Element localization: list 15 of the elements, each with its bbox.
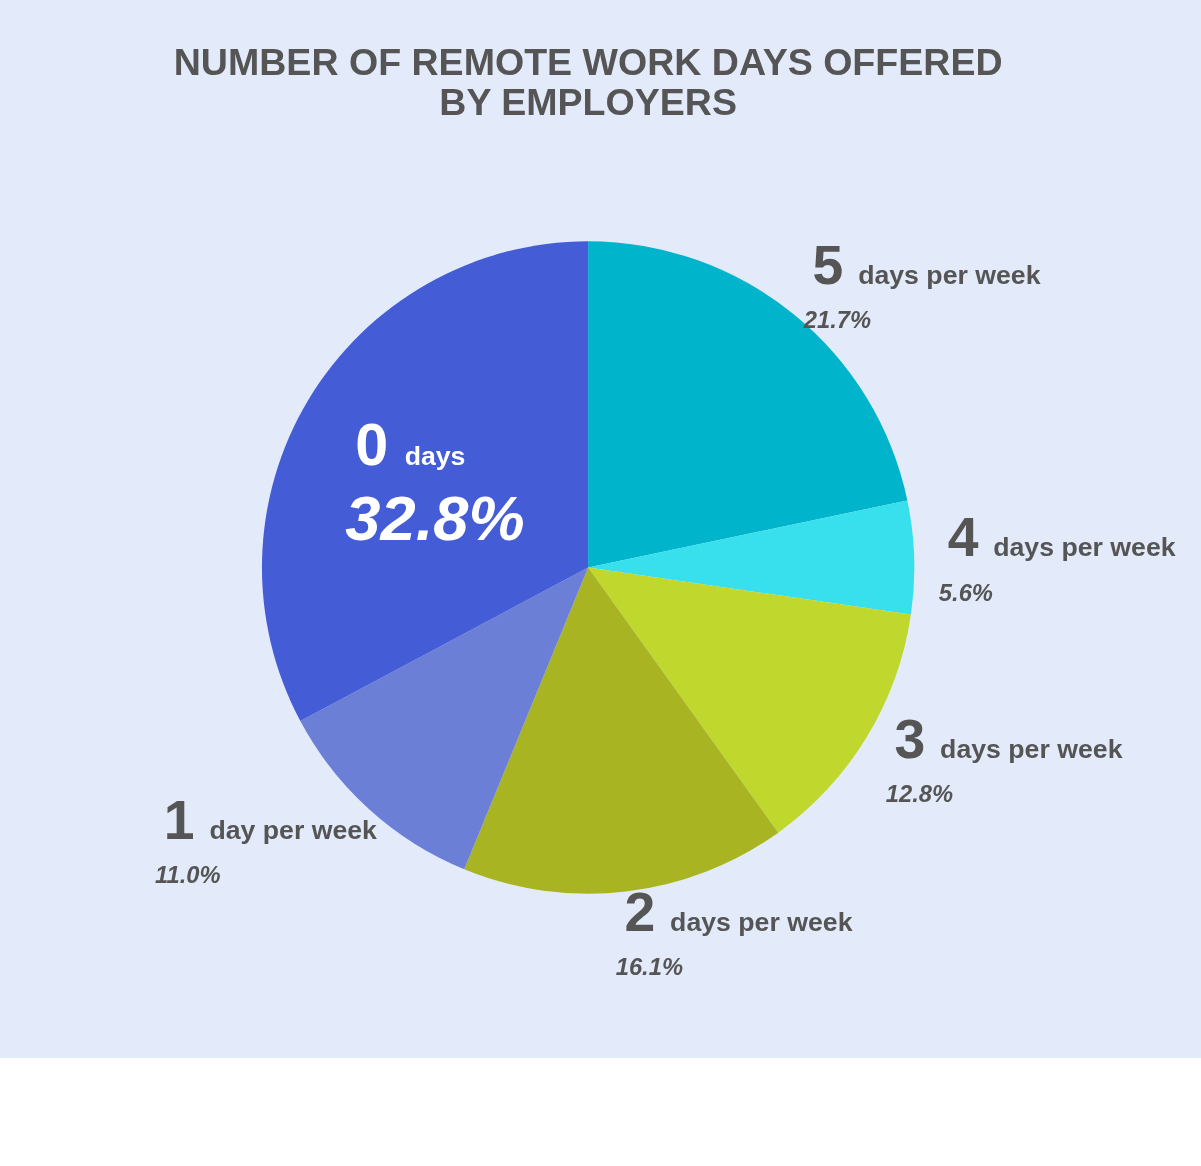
slice-label: 1 day per week — [163, 788, 378, 851]
data-label: 32.8% — [345, 482, 525, 553]
category-label: 3 days per week — [894, 707, 1123, 770]
pie-slice — [464, 567, 779, 894]
data-label: 11.0% — [155, 862, 221, 889]
category-label: 4 days per week — [947, 506, 1176, 569]
category-label: 5 days per week — [812, 233, 1041, 296]
data-label: 21.7% — [802, 307, 872, 334]
category-label: 2 days per week — [624, 880, 853, 943]
data-label: 12.8% — [885, 781, 954, 808]
data-label: 16.1% — [615, 954, 683, 981]
pie-slice — [588, 500, 915, 615]
slice-label: 0 days — [355, 411, 466, 479]
data-label: 5.6% — [938, 579, 993, 606]
pie-slice — [262, 241, 589, 722]
